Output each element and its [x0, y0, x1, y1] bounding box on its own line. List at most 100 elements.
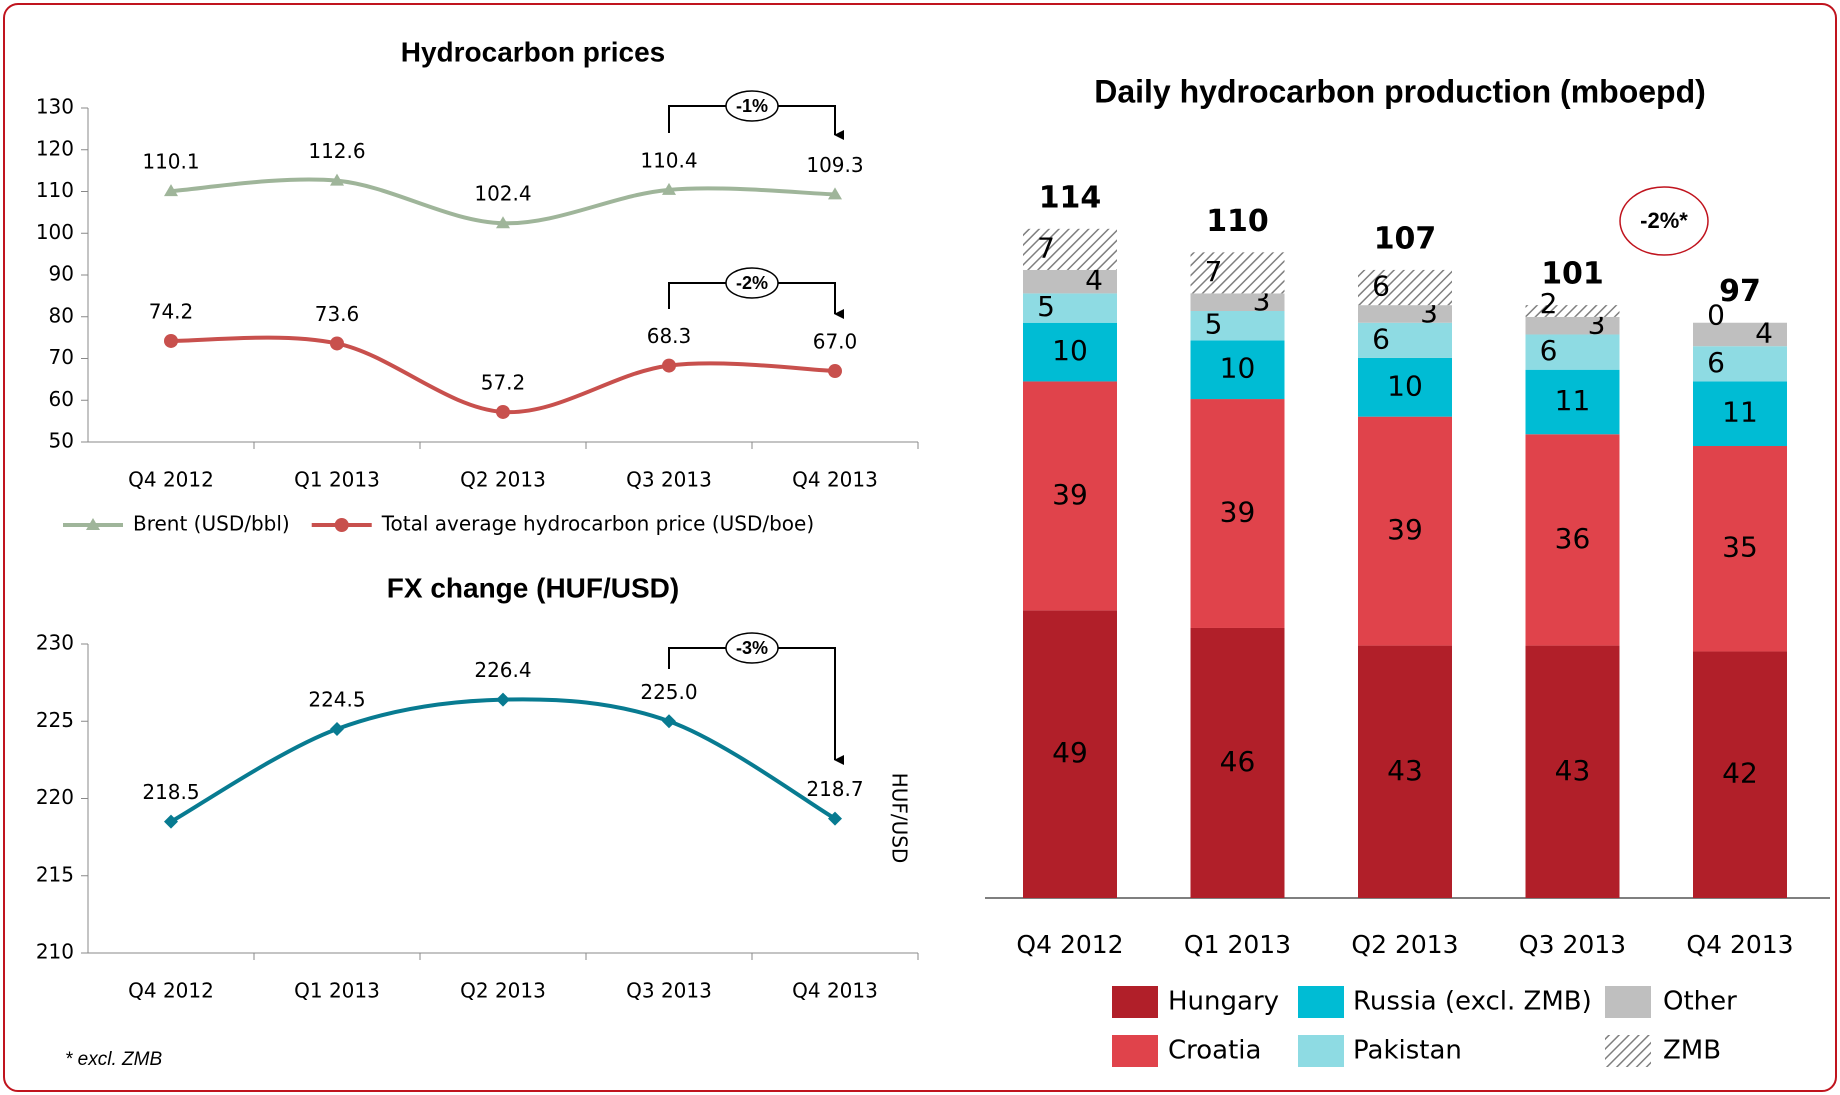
bar-segment	[1693, 322, 1787, 347]
point	[828, 364, 842, 379]
data-label: 224.5	[308, 687, 365, 711]
point	[496, 216, 510, 229]
bar-segment	[1023, 293, 1117, 323]
bar-segment	[1190, 340, 1285, 400]
point	[164, 333, 178, 348]
point	[662, 182, 676, 195]
data-label: 225.0	[640, 680, 697, 704]
segment-label: 35	[1722, 531, 1758, 564]
data-label: 102.4	[474, 182, 531, 206]
x-tick-label: Q4 2012	[1016, 930, 1123, 959]
y-axis-label: HUF/USD	[888, 773, 912, 864]
segment-label: 49	[1052, 736, 1088, 769]
point	[164, 184, 178, 197]
point	[828, 811, 842, 826]
segment-label: 6	[1372, 270, 1390, 303]
bar-segment	[1525, 316, 1620, 335]
footnote: * excl. ZMB	[65, 1049, 162, 1070]
chart-title: Hydrocarbon prices	[401, 36, 666, 67]
data-label: 68.3	[647, 324, 692, 348]
total-label: 97	[1719, 274, 1761, 309]
segment-label: 4	[1085, 264, 1103, 297]
x-tick-label: Q4 2013	[1686, 930, 1793, 959]
y-tick-label: 215	[36, 862, 74, 886]
bar-segment	[1358, 645, 1452, 898]
x-tick-label: Q2 2013	[460, 979, 546, 1003]
legend-label: Croatia	[1168, 1036, 1261, 1066]
segment-label: 46	[1220, 745, 1256, 778]
legend-label: ZMB	[1663, 1036, 1721, 1066]
segment-label: 6	[1540, 334, 1558, 367]
legend-label: Total average hydrocarbon price (USD/boe…	[381, 512, 814, 536]
data-label: 218.7	[806, 777, 863, 801]
point	[86, 518, 100, 530]
bar-segment	[1190, 252, 1285, 294]
y-tick-label: 90	[49, 262, 74, 286]
x-tick-label: Q1 2013	[294, 979, 380, 1003]
y-tick-label: 70	[49, 345, 74, 369]
segment-label: 10	[1220, 352, 1256, 385]
bar-segment	[1023, 228, 1117, 270]
annotation-bubble	[725, 632, 779, 664]
y-tick-label: 60	[49, 387, 74, 411]
segment-label: 11	[1722, 396, 1758, 429]
segment-label: 42	[1722, 757, 1758, 790]
segment-label: 11	[1555, 384, 1591, 417]
x-tick-label: Q1 2013	[294, 468, 380, 492]
segment-label: 36	[1555, 522, 1591, 555]
y-tick-label: 50	[49, 429, 74, 453]
total-label: 101	[1541, 257, 1604, 292]
annotation-bubble	[1619, 186, 1709, 256]
legend-swatch	[1298, 1035, 1344, 1067]
point	[662, 714, 676, 729]
annotation-label: -2%*	[1640, 208, 1688, 233]
annotation-label: -2%	[736, 273, 768, 293]
segment-label: 6	[1372, 322, 1390, 355]
segment-label: 39	[1052, 478, 1088, 511]
chart-title: Daily hydrocarbon production (mboepd)	[1094, 73, 1706, 109]
y-tick-label: 220	[36, 785, 74, 809]
point	[662, 358, 676, 373]
bar-segment	[1358, 416, 1452, 646]
data-label: 74.2	[149, 299, 194, 323]
data-label: 57.2	[481, 370, 526, 394]
segment-label: 5	[1037, 290, 1055, 323]
bar-segment	[1693, 381, 1787, 447]
bar-segment	[1190, 399, 1285, 628]
segment-label: 39	[1220, 496, 1256, 529]
data-label: 73.6	[315, 302, 360, 326]
x-tick-label: Q4 2013	[792, 979, 878, 1003]
annotation-label: -3%	[736, 638, 768, 658]
bar-segment	[1023, 381, 1117, 611]
annotation-label: -1%	[736, 96, 768, 116]
data-label: 112.6	[308, 139, 365, 163]
y-tick-label: 80	[49, 303, 74, 327]
bar-segment	[1693, 651, 1787, 898]
bar-segment	[1693, 346, 1787, 382]
segment-label: 2	[1540, 287, 1558, 320]
legend-swatch	[1298, 986, 1344, 1018]
y-tick-label: 100	[36, 220, 74, 244]
legend-swatch	[1112, 986, 1158, 1018]
x-tick-label: Q1 2013	[1184, 930, 1291, 959]
bar-segment	[1023, 610, 1117, 898]
point	[330, 173, 344, 186]
legend-swatch	[1605, 986, 1651, 1018]
legend-swatch	[1112, 1035, 1158, 1067]
legend-label: Hungary	[1168, 987, 1279, 1017]
segment-label: 0	[1707, 299, 1725, 332]
legend-label: Brent (USD/bbl)	[133, 512, 290, 536]
segment-label: 43	[1555, 754, 1591, 787]
legend-label: Russia (excl. ZMB)	[1353, 987, 1592, 1017]
segment-label: 10	[1387, 369, 1423, 402]
y-tick-label: 130	[36, 95, 74, 119]
data-label: 110.1	[142, 150, 199, 174]
y-tick-label: 225	[36, 708, 74, 732]
bar-segment	[1358, 269, 1452, 306]
data-label: 218.5	[142, 780, 199, 804]
total-label: 107	[1374, 221, 1437, 256]
bar-segment	[1023, 269, 1117, 294]
total-label: 114	[1039, 180, 1102, 215]
segment-label: 7	[1205, 255, 1223, 288]
bar-segment	[1525, 305, 1620, 317]
